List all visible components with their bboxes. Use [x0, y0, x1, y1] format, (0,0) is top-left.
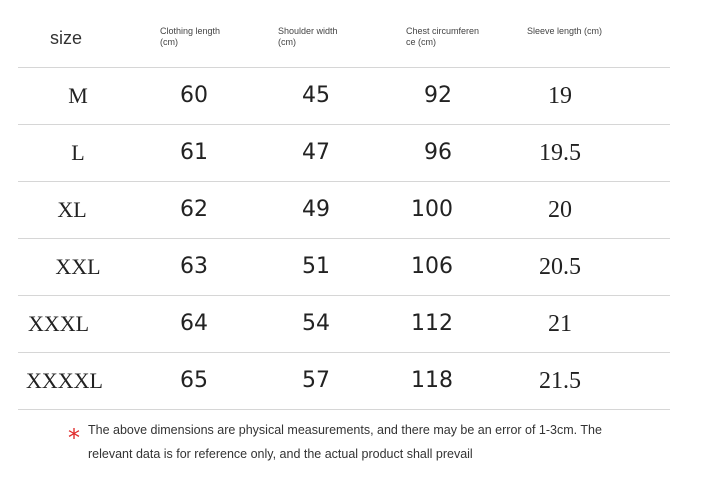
cell-sleeve-length: 19.5 — [539, 140, 581, 166]
header-size: size — [50, 28, 83, 48]
cell-chest: 106 — [411, 254, 453, 279]
note-text: The above dimensions are physical measur… — [88, 423, 602, 461]
cell-clothing-length: 61 — [180, 140, 208, 165]
cell-size: XXXL — [28, 311, 90, 336]
cell-sleeve-length: 20 — [548, 197, 572, 223]
table-row: L 61 47 96 19.5 — [18, 125, 670, 182]
table-row: XXXXL 65 57 118 21.5 — [18, 353, 670, 410]
table-row: M 60 45 92 19 — [18, 68, 670, 125]
cell-chest: 118 — [411, 368, 453, 393]
cell-size: XXL — [55, 254, 101, 279]
cell-chest: 96 — [424, 140, 452, 165]
cell-shoulder-width: 45 — [302, 83, 330, 108]
table-header-row: size Clothing length (cm) Shoulder width… — [18, 12, 670, 68]
header-clothing-length: Clothing length (cm) — [160, 26, 221, 47]
header-sleeve-length: Sleeve length (cm) — [527, 26, 603, 36]
cell-clothing-length: 63 — [180, 254, 208, 279]
cell-shoulder-width: 51 — [302, 254, 330, 279]
header-chest-circumference: Chest circumferen ce (cm) — [406, 26, 480, 47]
table-row: XXL 63 51 106 20.5 — [18, 239, 670, 296]
cell-sleeve-length: 19 — [548, 83, 572, 109]
header-shoulder-width: Shoulder width (cm) — [278, 26, 338, 47]
cell-clothing-length: 64 — [180, 311, 208, 336]
cell-shoulder-width: 54 — [302, 311, 330, 336]
cell-shoulder-width: 49 — [302, 197, 330, 222]
cell-size: XL — [57, 197, 87, 222]
cell-clothing-length: 65 — [180, 368, 208, 393]
cell-chest: 112 — [411, 311, 453, 336]
cell-shoulder-width: 47 — [302, 140, 330, 165]
cell-sleeve-length: 21 — [548, 311, 572, 337]
cell-size: XXXXL — [26, 368, 103, 393]
table-row: XXXL 64 54 112 21 — [18, 296, 670, 353]
cell-shoulder-width: 57 — [302, 368, 330, 393]
asterisk-icon: * — [68, 424, 80, 452]
cell-sleeve-length: 21.5 — [539, 368, 581, 394]
cell-chest: 100 — [411, 197, 453, 222]
cell-sleeve-length: 20.5 — [539, 254, 581, 280]
cell-clothing-length: 60 — [180, 83, 208, 108]
cell-size: L — [71, 140, 85, 165]
cell-clothing-length: 62 — [180, 197, 208, 222]
size-chart-table: size Clothing length (cm) Shoulder width… — [18, 12, 670, 410]
table-row: XL 62 49 100 20 — [18, 182, 670, 239]
cell-size: M — [68, 83, 88, 108]
cell-chest: 92 — [424, 83, 452, 108]
